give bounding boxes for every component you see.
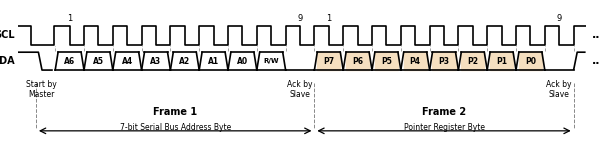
Polygon shape bbox=[461, 52, 484, 70]
Text: P1: P1 bbox=[496, 57, 507, 66]
Polygon shape bbox=[58, 52, 81, 70]
Text: P4: P4 bbox=[410, 57, 421, 66]
Text: Ack by
Slave: Ack by Slave bbox=[547, 80, 572, 100]
Text: Ack by
Slave: Ack by Slave bbox=[287, 80, 313, 100]
Text: SCL: SCL bbox=[0, 30, 15, 40]
Text: A1: A1 bbox=[208, 57, 219, 66]
Polygon shape bbox=[404, 52, 427, 70]
Text: 7-bit Serial Bus Address Byte: 7-bit Serial Bus Address Byte bbox=[119, 123, 231, 132]
Polygon shape bbox=[519, 52, 542, 70]
Text: P0: P0 bbox=[525, 57, 536, 66]
Text: A6: A6 bbox=[64, 57, 75, 66]
Polygon shape bbox=[145, 52, 167, 70]
Text: 9: 9 bbox=[557, 14, 562, 23]
Text: P3: P3 bbox=[439, 57, 449, 66]
Text: P2: P2 bbox=[467, 57, 478, 66]
Text: 1: 1 bbox=[326, 14, 331, 23]
Text: ...: ... bbox=[592, 30, 600, 40]
Text: P5: P5 bbox=[381, 57, 392, 66]
Text: Frame 1: Frame 1 bbox=[153, 107, 197, 117]
Text: Frame 2: Frame 2 bbox=[422, 107, 466, 117]
Text: 1: 1 bbox=[67, 14, 72, 23]
Polygon shape bbox=[375, 52, 398, 70]
Polygon shape bbox=[490, 52, 513, 70]
Polygon shape bbox=[87, 52, 110, 70]
Polygon shape bbox=[433, 52, 455, 70]
Polygon shape bbox=[260, 52, 283, 70]
Text: A2: A2 bbox=[179, 57, 190, 66]
Text: SDA: SDA bbox=[0, 56, 15, 66]
Text: A0: A0 bbox=[237, 57, 248, 66]
Polygon shape bbox=[116, 52, 139, 70]
Text: 9: 9 bbox=[298, 14, 302, 23]
Text: Pointer Register Byte: Pointer Register Byte bbox=[404, 123, 485, 132]
Text: P7: P7 bbox=[323, 57, 334, 66]
Text: A4: A4 bbox=[122, 57, 133, 66]
Polygon shape bbox=[346, 52, 369, 70]
Polygon shape bbox=[173, 52, 196, 70]
Text: Start by
Master: Start by Master bbox=[26, 80, 57, 100]
Polygon shape bbox=[231, 52, 254, 70]
Text: A3: A3 bbox=[151, 57, 161, 66]
Polygon shape bbox=[317, 52, 340, 70]
Text: P6: P6 bbox=[352, 57, 363, 66]
Polygon shape bbox=[202, 52, 225, 70]
Text: A5: A5 bbox=[93, 57, 104, 66]
Text: ...: ... bbox=[592, 56, 600, 66]
Text: R/W: R/W bbox=[263, 58, 279, 64]
